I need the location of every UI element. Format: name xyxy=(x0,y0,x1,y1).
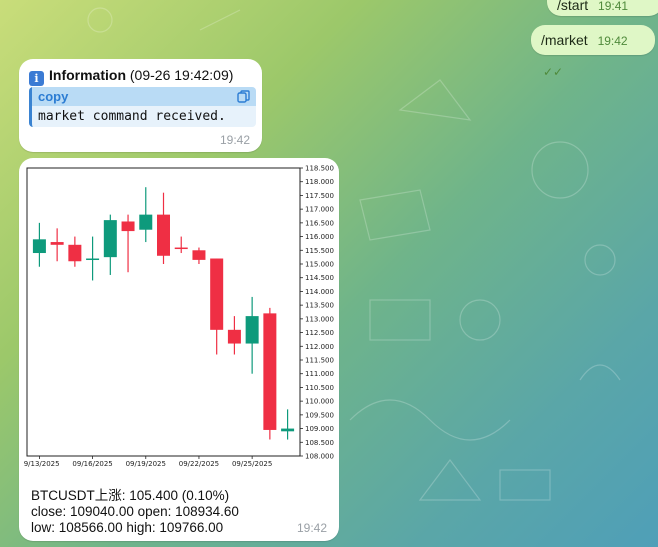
info-timestamp: (09-26 19:42:09) xyxy=(129,67,234,83)
info-icon: i xyxy=(29,71,44,86)
candle-body xyxy=(227,329,241,344)
candle-body xyxy=(68,244,82,262)
message-text: /market xyxy=(541,32,588,48)
candle-body xyxy=(174,247,188,250)
caption-line-close-open: close: 109040.00 open: 108934.60 xyxy=(31,504,239,519)
y-tick-label: 116.500 xyxy=(305,219,334,227)
code-text: market command received. xyxy=(38,109,226,124)
outgoing-message-start[interactable]: /start 19:41 ✓✓ xyxy=(547,0,658,36)
y-tick-label: 110.000 xyxy=(305,398,334,406)
y-tick-label: 114.500 xyxy=(305,274,334,282)
y-tick-label: 112.000 xyxy=(305,343,334,351)
candle-body xyxy=(245,316,259,344)
candle-body xyxy=(210,258,224,330)
candle-body xyxy=(50,242,64,245)
y-tick-label: 110.500 xyxy=(305,384,334,392)
code-block: copy market command received. xyxy=(29,87,256,127)
candle-body xyxy=(157,214,170,256)
candle-body xyxy=(121,221,135,232)
y-tick-label: 118.500 xyxy=(305,165,334,173)
info-message[interactable]: i Information (09-26 19:42:09) copy marke… xyxy=(19,59,262,152)
y-tick-label: 115.500 xyxy=(305,247,334,255)
y-tick-label: 111.000 xyxy=(305,370,334,378)
outgoing-message-market[interactable]: /market 19:42 ✓✓ xyxy=(531,25,655,79)
y-tick-label: 109.000 xyxy=(305,425,334,433)
code-copy-label[interactable]: copy xyxy=(38,89,69,104)
y-tick-label: 113.000 xyxy=(305,315,334,323)
caption-line-low-high: low: 108566.00 high: 109766.00 xyxy=(31,520,224,535)
y-tick-label: 111.500 xyxy=(305,357,334,365)
candle-body xyxy=(139,214,153,230)
y-tick-label: 112.500 xyxy=(305,329,334,337)
message-time: 19:41 xyxy=(598,0,629,13)
double-check-icon: ✓✓ xyxy=(543,65,564,79)
message-text: /start xyxy=(557,0,589,13)
message-time: 19:42 xyxy=(219,133,250,147)
x-tick-label: 09/22/2025 xyxy=(179,460,219,468)
y-tick-label: 108.000 xyxy=(305,453,334,461)
y-tick-label: 109.500 xyxy=(305,411,334,419)
y-tick-label: 117.000 xyxy=(305,206,334,214)
candle-body xyxy=(86,258,100,261)
chart-caption: BTCUSDT上涨: 105.400 (0.10%) close: 109040… xyxy=(31,488,239,536)
candle-body xyxy=(192,250,206,260)
y-tick-label: 108.500 xyxy=(305,439,334,447)
message-time: 19:42 xyxy=(296,521,327,535)
y-tick-label: 118.000 xyxy=(305,178,334,186)
y-tick-label: 115.000 xyxy=(305,261,334,269)
candle-body xyxy=(103,220,117,258)
y-tick-label: 116.000 xyxy=(305,233,334,241)
x-tick-label: 09/16/2025 xyxy=(72,460,112,468)
y-tick-label: 114.000 xyxy=(305,288,334,296)
x-tick-label: 09/13/2025 xyxy=(24,460,60,468)
y-tick-label: 117.500 xyxy=(305,192,334,200)
y-tick-label: 113.500 xyxy=(305,302,334,310)
info-title: Information xyxy=(49,67,126,83)
copy-icon[interactable] xyxy=(237,90,250,103)
candle-body xyxy=(281,428,295,432)
candlestick-chart: 108.000 108.500 109.000 109.500 110.000 110.5… xyxy=(24,165,334,469)
info-header: i Information (09-26 19:42:09) xyxy=(29,67,233,86)
x-tick-label: 09/19/2025 xyxy=(126,460,166,468)
code-block-header xyxy=(32,87,256,106)
candle-body xyxy=(32,239,46,254)
x-tick-label: 09/25/2025 xyxy=(232,460,272,468)
chart-message[interactable]: 108.000 108.500 109.000 109.500 110.000 110.5… xyxy=(19,158,339,541)
caption-line-change: BTCUSDT上涨: 105.400 (0.10%) xyxy=(31,488,230,503)
candle-body xyxy=(263,313,277,430)
message-time: 19:42 xyxy=(597,34,628,48)
